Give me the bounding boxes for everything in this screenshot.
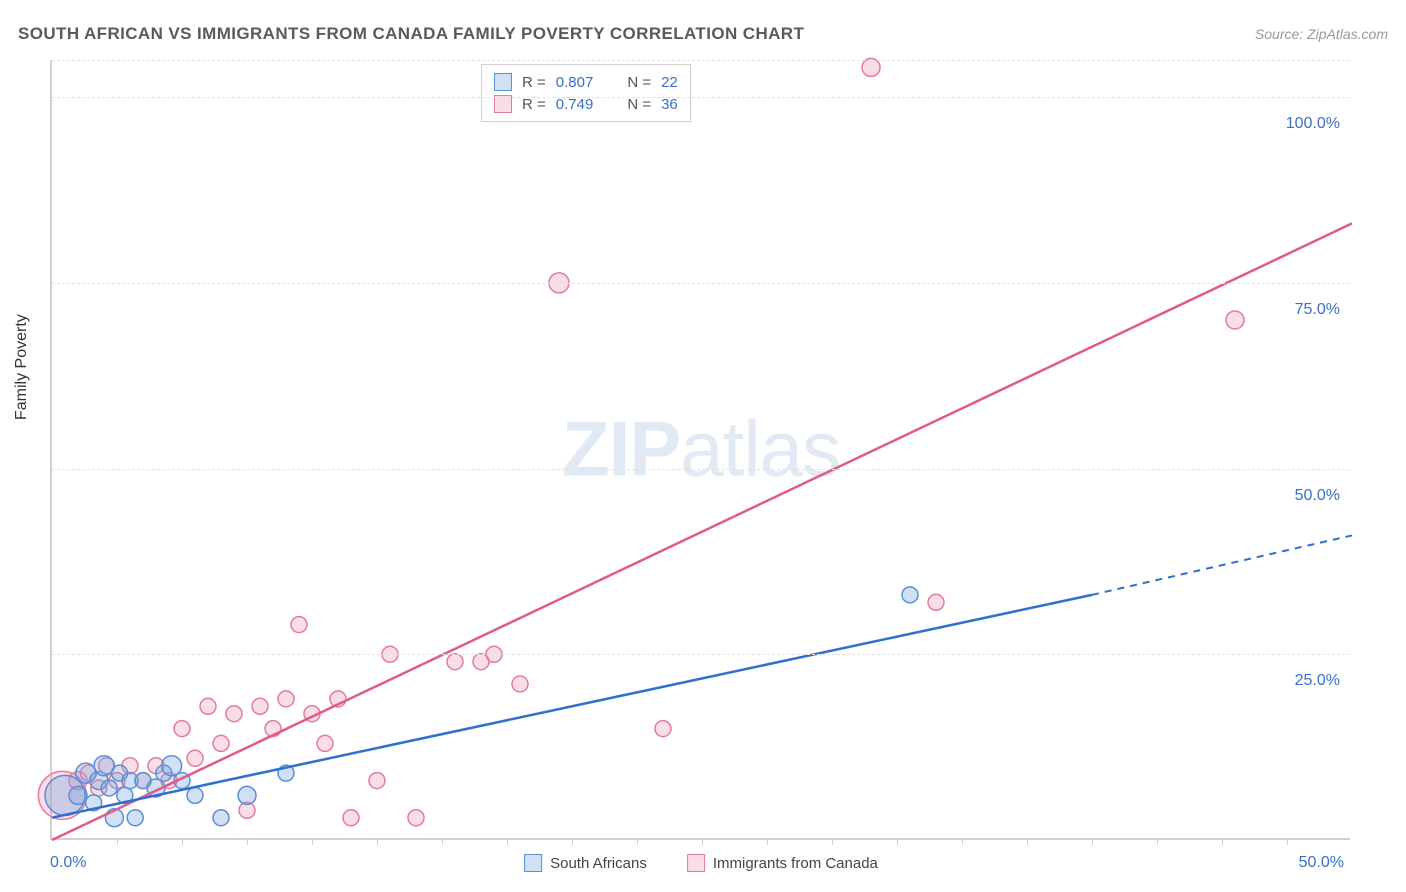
n-value: 22 (661, 74, 678, 91)
data-point (1226, 311, 1244, 329)
x-tick-mark (832, 838, 833, 845)
y-tick-label: 100.0% (1286, 115, 1340, 133)
y-tick-label: 50.0% (1295, 487, 1340, 505)
swatch-pink (687, 854, 705, 872)
x-tick-mark (962, 838, 963, 845)
x-tick-mark (1222, 838, 1223, 845)
x-tick-mark (702, 838, 703, 845)
x-tick-label: 50.0% (1299, 854, 1344, 872)
data-point (655, 721, 671, 737)
data-point (408, 810, 424, 826)
swatch-icon (494, 73, 512, 91)
data-point (317, 735, 333, 751)
x-tick-label: 0.0% (50, 854, 86, 872)
x-tick-mark (767, 838, 768, 845)
chart-title: SOUTH AFRICAN VS IMMIGRANTS FROM CANADA … (18, 24, 804, 44)
gridline (52, 283, 1350, 284)
data-point (127, 810, 143, 826)
data-point (213, 810, 229, 826)
data-point (278, 691, 294, 707)
data-point (187, 787, 203, 803)
data-point (200, 698, 216, 714)
source-label: Source: ZipAtlas.com (1255, 26, 1388, 42)
y-axis-label: Family Poverty (13, 314, 31, 420)
gridline (52, 654, 1350, 655)
x-tick-mark (1287, 838, 1288, 845)
gridline (52, 60, 1350, 61)
data-point (902, 587, 918, 603)
data-point (512, 676, 528, 692)
correlation-legend-box: R =0.807N =22R =0.749N =36 (481, 64, 691, 122)
data-point (862, 58, 880, 76)
trend-line (52, 223, 1352, 840)
data-point (343, 810, 359, 826)
swatch-blue (524, 854, 542, 872)
x-tick-mark (572, 838, 573, 845)
gridline (52, 469, 1350, 470)
data-point (101, 780, 117, 796)
trend-line (1092, 535, 1352, 594)
x-tick-mark (377, 838, 378, 845)
r-value: 0.807 (556, 74, 594, 91)
x-tick-mark (182, 838, 183, 845)
x-tick-mark (442, 838, 443, 845)
legend-label-south-africans: South Africans (550, 855, 647, 872)
n-label: N = (627, 74, 651, 91)
x-tick-mark (1157, 838, 1158, 845)
data-point (252, 698, 268, 714)
legend-label-immigrants: Immigrants from Canada (713, 855, 878, 872)
y-tick-label: 25.0% (1295, 672, 1340, 690)
correlation-row: R = 0.807 N = 22 (494, 71, 678, 93)
x-tick-mark (312, 838, 313, 845)
x-tick-mark (637, 838, 638, 845)
x-tick-mark (247, 838, 248, 845)
data-point (928, 594, 944, 610)
plot-svg (52, 60, 1352, 840)
data-point (291, 617, 307, 633)
x-tick-mark (1092, 838, 1093, 845)
plot-area: ZIPatlas R =0.807N =22R =0.749N =36 Sout… (50, 60, 1350, 840)
data-point (226, 706, 242, 722)
data-point (174, 721, 190, 737)
x-tick-mark (1027, 838, 1028, 845)
legend-item-immigrants: Immigrants from Canada (687, 854, 878, 872)
data-point (187, 750, 203, 766)
x-tick-mark (897, 838, 898, 845)
r-label: R = (522, 74, 546, 91)
data-point (369, 773, 385, 789)
data-point (213, 735, 229, 751)
bottom-legend: South Africans Immigrants from Canada (524, 854, 878, 872)
data-point (447, 654, 463, 670)
data-point (69, 786, 87, 804)
chart-container: SOUTH AFRICAN VS IMMIGRANTS FROM CANADA … (0, 0, 1406, 892)
x-tick-mark (117, 838, 118, 845)
y-tick-label: 75.0% (1295, 301, 1340, 319)
gridline (52, 97, 1350, 98)
legend-item-south-africans: South Africans (524, 854, 647, 872)
x-tick-mark (507, 838, 508, 845)
data-point (238, 786, 256, 804)
